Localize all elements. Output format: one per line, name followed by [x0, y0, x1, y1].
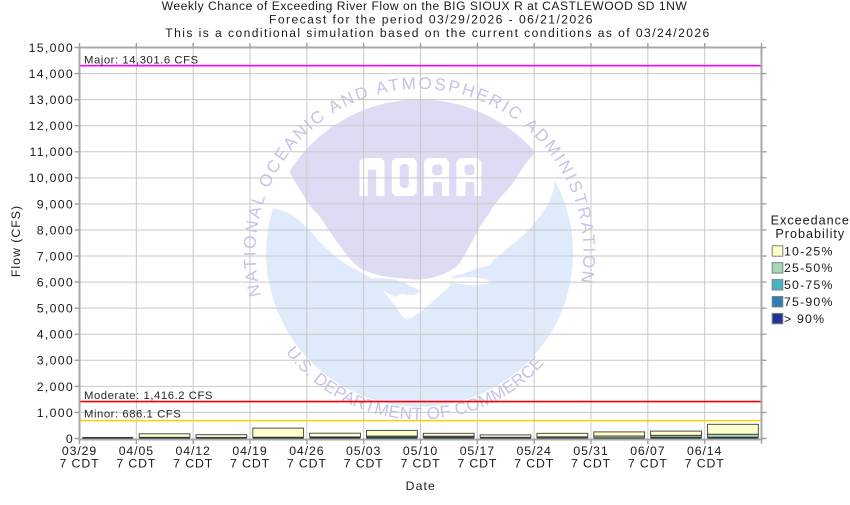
svg-text:Weekly Chance of Exceeding Riv: Weekly Chance of Exceeding River Flow on… — [162, 0, 688, 13]
svg-text:11,000: 11,000 — [30, 145, 75, 159]
svg-text:5,000: 5,000 — [37, 302, 74, 316]
svg-text:04/19: 04/19 — [232, 444, 267, 458]
svg-text:05/31: 05/31 — [573, 444, 608, 458]
svg-text:05/03: 05/03 — [346, 444, 381, 458]
svg-text:50-75%: 50-75% — [784, 278, 834, 292]
svg-text:04/05: 04/05 — [119, 444, 154, 458]
svg-text:10,000: 10,000 — [29, 171, 74, 185]
svg-text:7 CDT: 7 CDT — [173, 457, 213, 471]
svg-text:03/29: 03/29 — [62, 444, 97, 458]
svg-text:14,000: 14,000 — [29, 67, 74, 81]
svg-text:7 CDT: 7 CDT — [59, 457, 99, 471]
svg-text:Moderate: 1,416.2 CFS: Moderate: 1,416.2 CFS — [84, 390, 213, 402]
svg-text:3,000: 3,000 — [37, 354, 74, 368]
svg-text:0: 0 — [66, 432, 74, 446]
svg-text:7 CDT: 7 CDT — [628, 457, 668, 471]
svg-text:12,000: 12,000 — [29, 119, 74, 133]
svg-text:04/12: 04/12 — [176, 444, 211, 458]
svg-text:06/14: 06/14 — [687, 444, 722, 458]
svg-text:05/24: 05/24 — [517, 444, 552, 458]
svg-text:2,000: 2,000 — [37, 380, 74, 394]
svg-text:13,000: 13,000 — [29, 93, 74, 107]
svg-text:This is a conditional simulati: This is a conditional simulation based o… — [165, 26, 710, 40]
svg-text:7,000: 7,000 — [37, 249, 74, 263]
svg-text:7 CDT: 7 CDT — [116, 457, 156, 471]
svg-text:75-90%: 75-90% — [784, 295, 834, 309]
svg-text:6,000: 6,000 — [37, 276, 74, 290]
svg-text:7 CDT: 7 CDT — [457, 457, 497, 471]
svg-text:05/17: 05/17 — [460, 444, 495, 458]
svg-text:10-25%: 10-25% — [784, 244, 834, 258]
svg-text:9,000: 9,000 — [37, 197, 74, 211]
svg-text:04/26: 04/26 — [289, 444, 324, 458]
svg-text:Exceedance: Exceedance — [771, 214, 850, 228]
svg-text:7 CDT: 7 CDT — [514, 457, 554, 471]
svg-text:7 CDT: 7 CDT — [571, 457, 611, 471]
svg-text:4,000: 4,000 — [37, 328, 74, 342]
svg-text:Date: Date — [406, 479, 436, 493]
svg-text:7 CDT: 7 CDT — [230, 457, 270, 471]
svg-text:7 CDT: 7 CDT — [685, 457, 725, 471]
svg-text:06/07: 06/07 — [630, 444, 665, 458]
svg-text:> 90%: > 90% — [784, 312, 825, 326]
svg-text:Forecast for the period 03/29/: Forecast for the period 03/29/2026 - 06/… — [269, 13, 594, 27]
svg-text:1,000: 1,000 — [37, 406, 74, 420]
svg-text:15,000: 15,000 — [29, 41, 74, 55]
svg-text:Flow (CFS): Flow (CFS) — [9, 205, 23, 277]
svg-text:25-50%: 25-50% — [784, 261, 834, 275]
svg-text:7 CDT: 7 CDT — [287, 457, 327, 471]
svg-text:Minor: 686.1 CFS: Minor: 686.1 CFS — [84, 409, 181, 421]
svg-text:Major: 14,301.6 CFS: Major: 14,301.6 CFS — [84, 54, 199, 66]
svg-text:05/10: 05/10 — [403, 444, 438, 458]
svg-text:8,000: 8,000 — [37, 223, 74, 237]
svg-text:7 CDT: 7 CDT — [400, 457, 440, 471]
svg-text:7 CDT: 7 CDT — [344, 457, 384, 471]
svg-text:Probability: Probability — [775, 227, 845, 241]
